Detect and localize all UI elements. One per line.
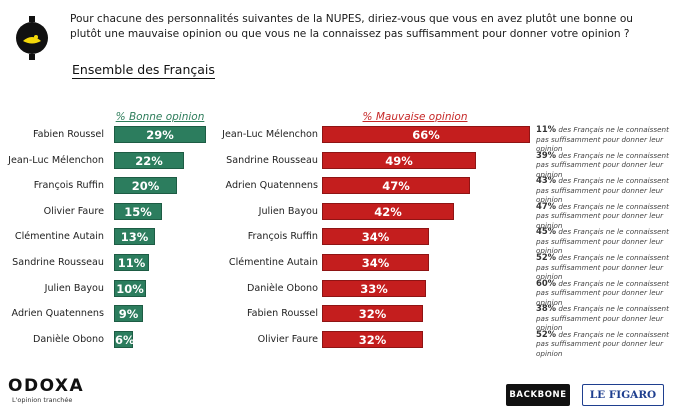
odoxa-brand: ODOXA [8,376,85,396]
not-known-note: 47% des Français ne le connaissent pas s… [536,200,676,231]
odoxa-logo: ODOXA L'opinion tranchée [8,376,84,405]
bad-opinion-label: Julien Bayou [258,205,318,217]
figaro-logo: LE FIGARO [582,384,664,406]
good-opinion-label: Jean-Luc Mélenchon [8,154,104,166]
odoxa-tagline: L'opinion tranchée [12,396,73,404]
not-known-text: des Français ne le connaissent pas suffi… [536,227,669,256]
good-opinion-bar: 13% [114,228,155,246]
good-opinion-label: Clémentine Autain [14,231,104,243]
not-known-text: des Français ne le connaissent pas suffi… [536,125,669,153]
not-known-text: des Français ne le connaissent pas suffi… [536,329,669,358]
bad-opinion-label: Olivier Faure [257,333,318,345]
good-opinion-bar: 29% [114,126,206,143]
good-opinion-label: François Ruffin [33,180,104,192]
bad-opinion-bar: 42% [322,202,454,220]
survey-question: Pour chacune des personnalités suivantes… [70,13,634,40]
good-opinion-bar: 15% [114,202,162,220]
odoxa-badge-icon [14,16,50,60]
not-known-pct: 45% [536,226,557,237]
good-opinion-label: Danièle Obono [33,333,104,345]
bad-opinion-bar: 34% [322,254,429,271]
backbone-logo: BACKBONE [506,384,570,406]
bad-opinion-header: % Mauvaise opinion [362,111,468,123]
bad-opinion-bar: 32% [322,305,423,323]
good-opinion-label: Fabien Roussel [32,129,104,140]
not-known-pct: 52% [536,252,557,262]
not-known-pct: 47% [536,200,557,211]
not-known-note: 52% des Français ne le connaissent pas s… [536,328,676,359]
not-known-note: 52% des Français ne le connaissent pas s… [536,252,676,282]
not-known-note: 39% des Français ne le connaissent pas s… [536,149,676,180]
bad-opinion-bar: 49% [322,151,476,169]
good-opinion-bar: 20% [114,177,177,195]
bad-opinion-label: Danièle Obono [247,282,318,294]
good-opinion-bar: 9% [114,305,143,323]
bad-opinion-label: François Ruffin [247,231,318,243]
not-known-text: des Français ne le connaissent pas suffi… [536,278,669,307]
not-known-pct: 39% [536,149,557,160]
good-opinion-bar: 11% [114,254,149,271]
bad-opinion-label: Sandrine Rousseau [226,154,318,166]
not-known-pct: 11% [536,124,557,134]
bad-opinion-label: Jean-Luc Mélenchon [222,129,318,140]
not-known-pct: 52% [536,328,557,339]
bad-opinion-label: Clémentine Autain [228,257,318,268]
good-opinion-label: Sandrine Rousseau [12,257,104,268]
good-opinion-bar: 10% [114,279,146,297]
not-known-pct: 43% [536,175,557,186]
bad-opinion-bar: 66% [322,126,530,143]
not-known-text: des Français ne le connaissent pas suffi… [536,201,669,230]
page-subtitle: Ensemble des Français [72,62,215,79]
good-opinion-label: Julien Bayou [44,282,104,294]
good-opinion-header: % Bonne opinion [115,111,205,123]
not-known-pct: 60% [536,277,557,288]
not-known-note: 60% des Français ne le connaissent pas s… [536,277,676,308]
bad-opinion-bar: 34% [322,228,429,246]
not-known-note: 45% des Français ne le connaissent pas s… [536,227,676,256]
good-opinion-bar: 6% [114,330,135,348]
not-known-text: des Français ne le connaissent pas suffi… [536,253,669,281]
bad-opinion-bar: 32% [322,330,423,348]
not-known-note: 43% des Français ne le connaissent pas s… [536,175,676,205]
good-opinion-bar: 22% [114,151,184,169]
bad-opinion-label: Adrien Quatennens [225,180,318,192]
good-opinion-label: Olivier Faure [43,205,104,217]
not-known-note: 11% des Français ne le connaissent pas s… [536,124,676,154]
not-known-text: des Français ne le connaissent pas suffi… [536,176,669,205]
bad-opinion-label: Fabien Roussel [246,308,318,320]
bad-opinion-bar: 47% [322,177,470,195]
not-known-note: 38% des Français ne le connaissent pas s… [536,303,676,333]
not-known-pct: 38% [536,303,557,314]
not-known-text: des Français ne le connaissent pas suffi… [536,150,669,179]
bad-opinion-bar: 33% [322,279,426,297]
good-opinion-label: Adrien Quatennens [11,308,104,320]
not-known-text: des Français ne le connaissent pas suffi… [536,304,669,333]
